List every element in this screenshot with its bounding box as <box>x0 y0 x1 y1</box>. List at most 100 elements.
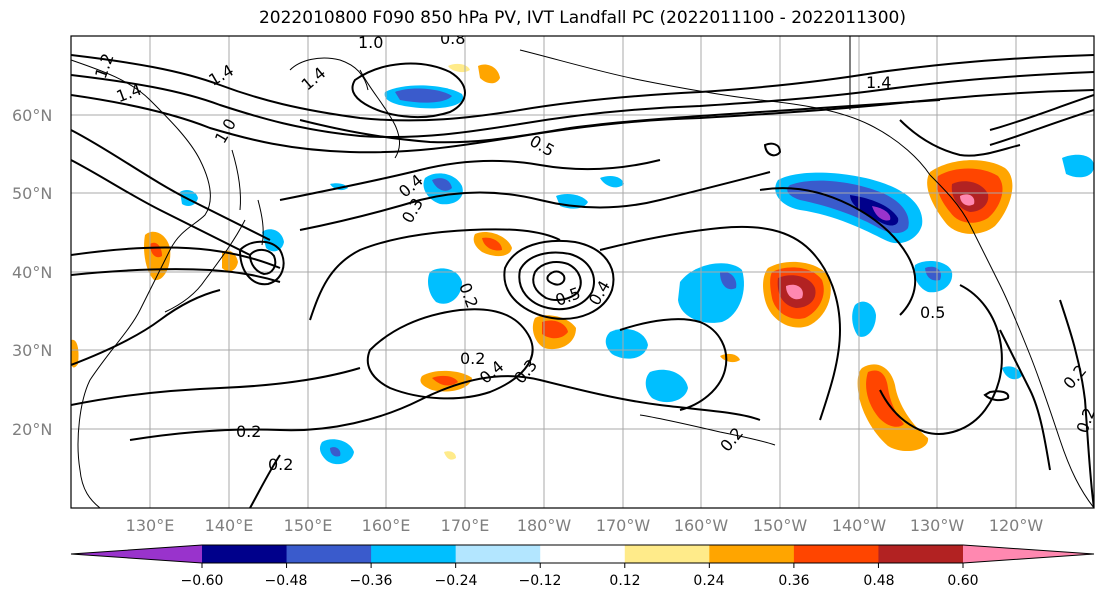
colorbar-segment <box>624 545 710 563</box>
colorbar-tick-label: −0.48 <box>265 573 308 589</box>
contour-south-2 <box>71 367 361 406</box>
contour-label: 1.4 <box>866 73 891 92</box>
contour-jet-6 <box>989 109 1094 146</box>
negative-anomaly-155w-south <box>605 328 648 359</box>
colorbar-segment <box>202 545 288 563</box>
lat-label-20n: 20°N <box>12 420 52 439</box>
colorbar-segment <box>878 545 964 563</box>
contour-label: 0.5 <box>920 303 945 322</box>
lon-label: 160°E <box>362 516 411 535</box>
contour-jet-4 <box>299 99 941 144</box>
shaded-anomalies <box>71 63 1094 465</box>
positive-anomaly-170e-tiny <box>444 451 456 460</box>
contour-south-3 <box>249 454 281 508</box>
contour-180-loop-1 <box>503 239 615 320</box>
contour-mid-1 <box>279 159 661 201</box>
latitude-labels: 60°N 50°N 40°N 30°N 20°N <box>12 106 52 439</box>
positive-anomaly-155w <box>720 353 740 363</box>
coastlines <box>71 36 1094 508</box>
coastline-sakhalin <box>231 149 241 211</box>
colorbar-tick-labels: −0.60 −0.48 −0.36 −0.24 −0.12 0.12 0.24 … <box>181 573 979 589</box>
contour-mid-4 <box>366 308 534 400</box>
coastline-alaska <box>519 49 931 176</box>
contour-180-loop-2 <box>518 251 595 311</box>
lon-label: 170°W <box>596 516 651 535</box>
contour-japan-band-2 <box>71 268 281 283</box>
contour-mid-2 <box>299 171 771 231</box>
contour-east-2 <box>619 318 728 411</box>
lat-label-50n: 50°N <box>12 184 52 203</box>
negative-anomaly-165w-south <box>645 369 688 403</box>
contour-jet-1 <box>71 54 1094 122</box>
contour-east-6 <box>1059 299 1094 508</box>
colorbar-tick-label: 0.48 <box>863 573 894 589</box>
positive-anomaly-170e-south-core <box>432 375 458 386</box>
negative-anomaly-kamchatka-core <box>395 88 452 103</box>
contour-label: 0.2 <box>268 455 293 474</box>
lon-label: 160°W <box>674 516 729 535</box>
positive-anomaly-bering <box>478 64 500 84</box>
map-frame <box>70 35 1095 509</box>
contour-north-1 <box>71 129 271 241</box>
colorbar-segment <box>286 545 372 563</box>
lon-label: 130°E <box>126 516 175 535</box>
colorbar-segments <box>71 545 1094 563</box>
positive-anomaly-japan-sea-core <box>150 242 162 258</box>
positive-anomaly-175w-core <box>542 320 568 339</box>
contour-label: 0.2 <box>1073 405 1100 435</box>
contour-east-4 <box>879 284 1003 435</box>
colorbar-tick-label: −0.60 <box>181 573 224 589</box>
lat-label-40n: 40°N <box>12 263 52 282</box>
negative-anomaly-170e-north <box>330 183 348 191</box>
coastline-north-america <box>929 174 1094 508</box>
colorbar-outline <box>70 544 1095 564</box>
colorbar-tick-label: 0.24 <box>693 573 724 589</box>
contour-east-5 <box>999 329 1051 471</box>
colorbar-segment <box>540 545 626 563</box>
coastline-kamchatka <box>359 69 400 159</box>
colorbar-segment <box>793 545 879 563</box>
contour-east-3 <box>759 187 917 316</box>
colorbar-tick-label: 0.60 <box>947 573 978 589</box>
lon-label: 130°W <box>910 516 965 535</box>
colorbar-tick-label: −0.12 <box>519 573 562 589</box>
pv-contours <box>71 54 1094 508</box>
negative-anomaly-far-ne <box>1062 154 1094 178</box>
map-title: 2022010800 F090 850 hPa PV, IVT Landfall… <box>258 8 906 28</box>
graticule <box>71 36 1094 508</box>
lon-label: 170°E <box>441 516 490 535</box>
contour-180-loop-3 <box>532 261 582 301</box>
contour-label: 0.2 <box>236 422 261 441</box>
negative-anomaly-160w-core <box>720 271 737 290</box>
longitude-labels: 130°E 140°E 150°E 160°E 170°E 180°W 170°… <box>126 516 1044 535</box>
negative-anomaly-160e-south-core <box>330 447 341 457</box>
positive-anomaly-bc-coast-max <box>960 194 975 206</box>
positive-anomaly-150w-max <box>786 284 803 300</box>
contour-label: 1.0 <box>358 33 383 52</box>
colorbar-tick-label: 0.12 <box>609 573 640 589</box>
lat-label-30n: 30°N <box>12 341 52 360</box>
contour-east-1 <box>599 225 842 421</box>
contour-north-2 <box>71 159 251 256</box>
negative-anomaly-165w-north <box>600 176 624 188</box>
negative-anomaly-170e <box>428 268 462 304</box>
coastline-asia <box>71 59 211 508</box>
positive-anomaly-japan-pacific <box>222 250 238 272</box>
contour-east-7 <box>899 119 1021 157</box>
contour-mid-3 <box>309 228 561 321</box>
negative-anomaly-165e-north-core <box>432 178 452 191</box>
contour-jet-5 <box>989 94 1094 131</box>
negative-anomaly-japan-east <box>262 229 284 252</box>
contour-japan-loop-2 <box>248 248 277 276</box>
lon-label: 180°W <box>517 516 572 535</box>
colorbar-ticks <box>201 563 964 568</box>
contour-jet-2 <box>71 71 1094 139</box>
positive-anomaly-far-west <box>71 339 79 368</box>
contour-japan-band-1 <box>71 246 281 269</box>
coastline-aleutians <box>639 414 776 446</box>
colorbar-tick-label: 0.36 <box>778 573 809 589</box>
lon-label: 140°W <box>832 516 887 535</box>
contour-south-1 <box>129 375 761 441</box>
colorbar-segment <box>709 545 795 563</box>
negative-anomaly-125w <box>1002 366 1022 380</box>
